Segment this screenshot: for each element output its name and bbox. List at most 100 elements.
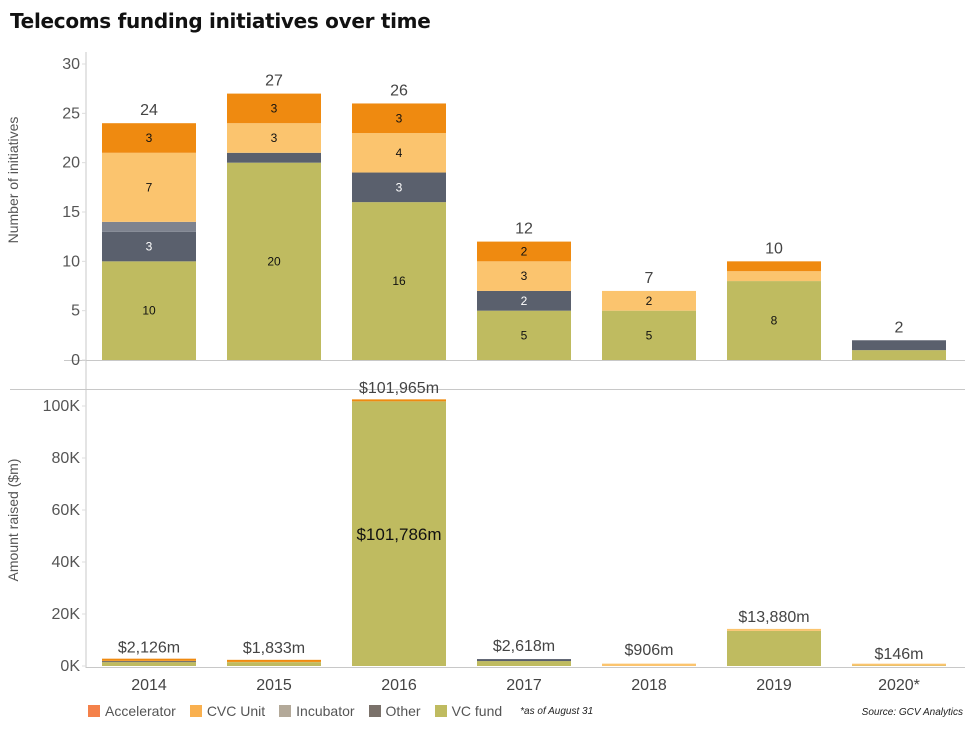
bar-segment-accelerator — [727, 261, 821, 272]
legend-swatch-accelerator — [88, 705, 100, 717]
bar-segment-cvc-unit — [602, 290, 696, 311]
bar-segment-label: 3 — [146, 240, 153, 254]
bar-segment-vc-fund — [852, 350, 946, 360]
bar-total-label: $146m — [875, 646, 924, 663]
legend-item-incubator: Incubator — [279, 703, 355, 719]
bar-segment-label: 3 — [271, 101, 278, 115]
bar-segment-label: 3 — [396, 111, 403, 125]
bar-segment-other — [477, 290, 571, 311]
bar-segment-label: 3 — [146, 131, 153, 145]
bar-segment-other — [227, 152, 321, 163]
y-tick-label: 15 — [62, 204, 80, 221]
bar-total-label: 24 — [140, 102, 158, 119]
bar-inner-label: $101,786m — [356, 525, 441, 544]
bar-segment-cvc-unit — [102, 152, 196, 222]
legend-label: Incubator — [296, 703, 355, 719]
bar-total-label: $13,880m — [738, 609, 809, 626]
y-tick-label: 20 — [62, 155, 80, 172]
bar-total-label: 12 — [515, 221, 533, 238]
bar-segment-vc-fund — [102, 261, 196, 360]
y-axis-label: Amount raised ($m) — [5, 459, 21, 582]
legend-swatch-other — [368, 705, 381, 717]
x-tick-label: 2019 — [756, 677, 792, 694]
y-tick-label: 80K — [52, 450, 81, 467]
y-tick-label: 20K — [52, 606, 81, 623]
legend-item-cvc-unit: CVC Unit — [189, 703, 266, 719]
legend-item-other: Other — [368, 703, 421, 719]
bar-segment-accelerator — [102, 123, 196, 153]
bar-segment-cvc-unit — [727, 271, 821, 282]
bar-total-label: 2 — [895, 319, 904, 336]
bar-segment-cvc-unit — [602, 663, 696, 666]
bar-total-label: $1,833m — [243, 640, 305, 657]
legend-item-accelerator: Accelerator — [88, 703, 176, 719]
bar-segment-cvc-unit — [852, 663, 946, 666]
bar-segment-vc-fund — [227, 662, 321, 666]
bar-segment-vc-fund — [727, 281, 821, 360]
bar-total-label: $906m — [625, 642, 674, 659]
x-tick-label: 2018 — [631, 677, 667, 694]
bar-segment-label: 3 — [396, 180, 403, 194]
bar-segment-label: 2 — [521, 294, 528, 308]
bar-segment-label: 10 — [142, 304, 156, 318]
bar-segment-accelerator — [227, 659, 321, 662]
bar-total-label: 27 — [265, 73, 283, 90]
y-axis-label: Number of initiatives — [5, 117, 21, 244]
bar-segment-accelerator — [477, 241, 571, 262]
bar-segment-label: 2 — [646, 294, 653, 308]
legend: Accelerator CVC Unit Incubator Other VC … — [88, 703, 593, 719]
bar-segment-label: 7 — [146, 180, 153, 194]
bar-segment-other — [477, 659, 571, 662]
bar-segment-vc-fund — [102, 662, 196, 666]
legend-swatch-vc-fund — [434, 705, 447, 717]
bar-segment-cvc-unit — [352, 133, 446, 173]
legend-label: Accelerator — [105, 703, 176, 719]
bar-segment-accelerator — [352, 103, 446, 134]
bar-total-label: $2,618m — [493, 638, 555, 655]
bar-segment-label: 5 — [646, 328, 653, 342]
x-tick-label: 2017 — [506, 677, 542, 694]
bar-segment-vc-fund — [352, 202, 446, 360]
footnote: *as of August 31 — [520, 705, 594, 717]
legend-label: VC fund — [451, 703, 503, 719]
legend-label: Other — [385, 703, 421, 719]
source-note: Source: GCV Analytics — [861, 707, 963, 718]
y-tick-label: 100K — [43, 398, 81, 415]
bar-total-label: 26 — [390, 82, 408, 99]
y-tick-label: 25 — [62, 105, 80, 122]
bar-segment-incubator — [102, 221, 196, 232]
y-tick-label: 30 — [62, 56, 80, 73]
bar-segment-label: 8 — [771, 314, 778, 328]
bar-segment-label: 16 — [392, 274, 406, 288]
bar-segment-vc-fund — [727, 630, 821, 666]
bar-segment-other — [352, 172, 446, 203]
y-tick-label: 0 — [71, 352, 80, 369]
y-tick-label: 60K — [52, 502, 81, 519]
chart-title: Telecoms funding initiatives over time — [10, 9, 431, 33]
bar-segment-vc-fund — [227, 162, 321, 360]
legend-swatch-incubator — [279, 705, 292, 717]
bar-total-label: $101,965m — [359, 380, 439, 397]
bar-segment-label: 3 — [271, 131, 278, 145]
x-tick-label: 2014 — [131, 677, 167, 694]
bar-segment-label: 2 — [521, 244, 528, 258]
bar-segment-vc-fund — [602, 310, 696, 360]
y-tick-label: 40K — [52, 554, 81, 571]
legend-label: CVC Unit — [206, 703, 266, 719]
bar-total-label: $2,126m — [118, 639, 180, 656]
x-tick-label: 2015 — [256, 677, 292, 694]
y-tick-label: 5 — [71, 303, 80, 320]
bar-total-label: 7 — [645, 270, 654, 287]
bar-segment-cvc-unit — [727, 628, 821, 631]
bar-segment-vc-fund — [477, 310, 571, 360]
bar-segment-cvc-unit — [477, 261, 571, 291]
bar-segment-other — [102, 231, 196, 262]
bar-segment-accelerator — [227, 93, 321, 124]
y-tick-label: 10 — [62, 253, 80, 270]
legend-item-vc-fund: VC fund — [434, 703, 503, 719]
bar-segment-other — [852, 340, 946, 351]
bar-segment-accelerator — [102, 658, 196, 661]
bar-segment-label: 5 — [521, 328, 528, 342]
bar-segment-label: 3 — [521, 269, 528, 283]
